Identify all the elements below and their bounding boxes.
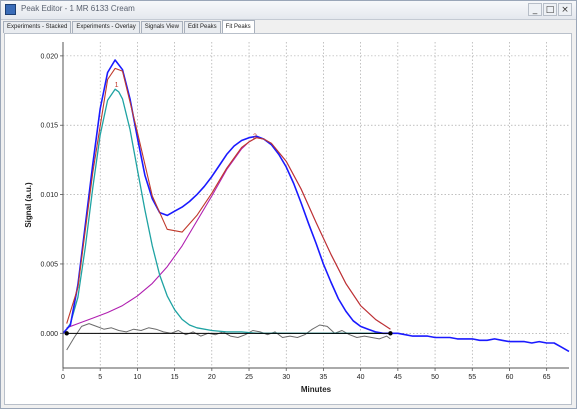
peak-label: 2 (253, 133, 257, 140)
plot-background (63, 42, 569, 368)
y-tick-label: 0.015 (40, 123, 58, 130)
x-tick-label: 30 (282, 374, 290, 381)
x-tick-label: 0 (61, 374, 65, 381)
x-tick-label: 10 (134, 374, 142, 381)
restore-button[interactable]: □ (543, 3, 557, 16)
peak-label: 1 (115, 82, 119, 89)
signal-series-line (62, 59, 570, 353)
series-lines (62, 59, 570, 353)
tab-experiments-overlay[interactable]: Experiments - Overlay (72, 21, 140, 33)
baseline-end-marker[interactable] (388, 331, 393, 336)
y-tick-label: 0.020 (40, 53, 58, 60)
title-bar[interactable]: Peak Editor - 1 MR 6133 Cream _ □ × (1, 1, 576, 20)
window-controls: _ □ × (528, 3, 572, 16)
window-title: Peak Editor - 1 MR 6133 Cream (21, 4, 135, 13)
tab-bar: Experiments - Stacked Experiments - Over… (3, 20, 256, 33)
close-button[interactable]: × (558, 3, 572, 16)
tab-signals-view[interactable]: Signals View (140, 21, 183, 33)
fit-peaks-chart[interactable]: 0 5 10 15 20 25 30 35 40 45 50 55 60 65 0.000 0.005 0.01… (5, 34, 571, 404)
x-tick-label: 15 (171, 374, 179, 381)
x-tick-label: 20 (208, 374, 216, 381)
x-tick-label: 65 (543, 374, 551, 381)
tab-fit-peaks[interactable]: Fit Peaks (221, 20, 255, 33)
peak-labels: 12 (115, 82, 257, 140)
app-icon (5, 4, 16, 15)
y-axis-label: Signal (a.u.) (24, 182, 33, 228)
minimize-button[interactable]: _ (528, 3, 542, 16)
fit-series-line (66, 67, 391, 330)
residual-series-line (66, 323, 391, 351)
x-tick-label: 60 (506, 374, 514, 381)
x-tick-label: 50 (431, 374, 439, 381)
chart-panel: 0 5 10 15 20 25 30 35 40 45 50 55 60 65 0.000 0.005 0.01… (4, 33, 572, 405)
x-tick-label: 55 (468, 374, 476, 381)
y-tick-label: 0.000 (40, 331, 58, 338)
y-tick-label: 0.005 (40, 261, 58, 268)
x-tick-label: 5 (98, 374, 102, 381)
tab-edit-peaks[interactable]: Edit Peaks (183, 21, 221, 33)
y-tick-label: 0.010 (40, 192, 58, 199)
tab-experiments-stacked[interactable]: Experiments - Stacked (3, 21, 72, 33)
x-tick-label: 35 (320, 374, 328, 381)
baseline-start-marker[interactable] (64, 331, 69, 336)
x-tick-label: 45 (394, 374, 402, 381)
x-axis-label: Minutes (301, 385, 332, 394)
x-tick-label: 25 (245, 374, 253, 381)
x-tick-label: 40 (357, 374, 365, 381)
